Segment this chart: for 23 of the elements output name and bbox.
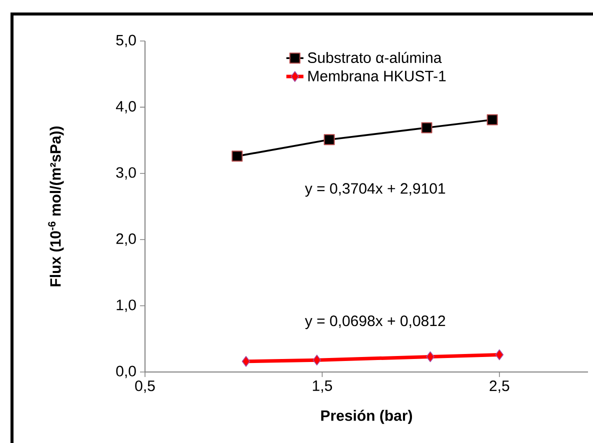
x-tick-label: 1,5 (312, 380, 332, 393)
point (495, 349, 504, 360)
point (324, 134, 335, 146)
point (232, 150, 243, 162)
point (486, 114, 498, 126)
x-axis-title: Presión (bar) (321, 410, 412, 424)
legend-label: Substrato α-alúmina (308, 52, 442, 64)
y-tick-label: 0,0 (116, 366, 136, 378)
annotation: y = 0,0698x + 0,0812 (304, 316, 446, 330)
legend-label: Membrana HKUST-1 (308, 70, 446, 82)
y-tick-label: 1,0 (116, 300, 136, 312)
y-axis-title: Flux (10$^{-6}$ mol/(m²sPa)) (48, 126, 64, 286)
point (312, 354, 322, 366)
point (242, 356, 250, 367)
x-tick-label: 0,5 (135, 380, 155, 393)
point (426, 351, 434, 362)
x-tick-label: 2,5 (490, 380, 510, 393)
annotation: y = 0,3704x + 2,9101 (304, 183, 446, 197)
y-tick-label: 5,0 (116, 34, 136, 48)
y-tick-label: 2,0 (116, 233, 136, 246)
y-tick-label: 3,0 (116, 167, 136, 180)
point (421, 122, 432, 134)
y-tick-label: 4,0 (116, 100, 136, 114)
